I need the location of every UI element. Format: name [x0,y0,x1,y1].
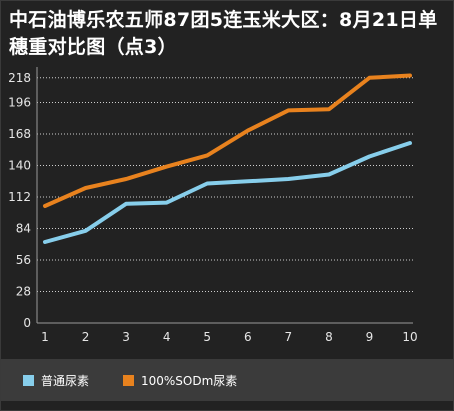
x-tick-label: 2 [82,330,90,344]
y-tick-label: 168 [8,127,31,141]
x-tick-label: 9 [366,330,374,344]
y-tick-label: 0 [23,316,31,330]
y-tick-label: 196 [8,96,31,110]
x-tick-label: 3 [122,330,130,344]
bottom-strip [1,401,453,410]
legend-swatch-series-2 [123,374,134,386]
chart-title: 中石油博乐农五师87团5连玉米大区：8月21日单穗重对比图（点3） [9,9,438,58]
x-tick-label: 8 [325,330,333,344]
legend-item-series-1: 普通尿素 [23,371,89,389]
x-tick-label: 7 [285,330,293,344]
legend-label-series-1: 普通尿素 [41,373,90,388]
x-tick-label: 10 [402,330,417,344]
y-tick-label: 112 [8,190,31,204]
legend-item-series-2: 100%SODm尿素 [123,371,237,389]
x-tick-label: 1 [41,330,49,344]
legend: 普通尿素 100%SODm尿素 [1,359,453,401]
x-tick-label: 6 [244,330,252,344]
y-tick-label: 84 [16,222,31,236]
y-tick-label: 56 [16,253,31,267]
y-tick-label: 140 [8,159,31,173]
series-line-1 [43,141,412,244]
legend-label-series-2: 100%SODm尿素 [141,373,238,388]
y-tick-label: 28 [16,285,31,299]
y-tick-label: 218 [8,71,31,85]
x-tick-label: 4 [163,330,171,344]
x-tick-label: 5 [203,330,211,344]
legend-swatch-series-1 [23,374,34,386]
series-line-2 [43,73,412,208]
series-layer [43,73,412,244]
